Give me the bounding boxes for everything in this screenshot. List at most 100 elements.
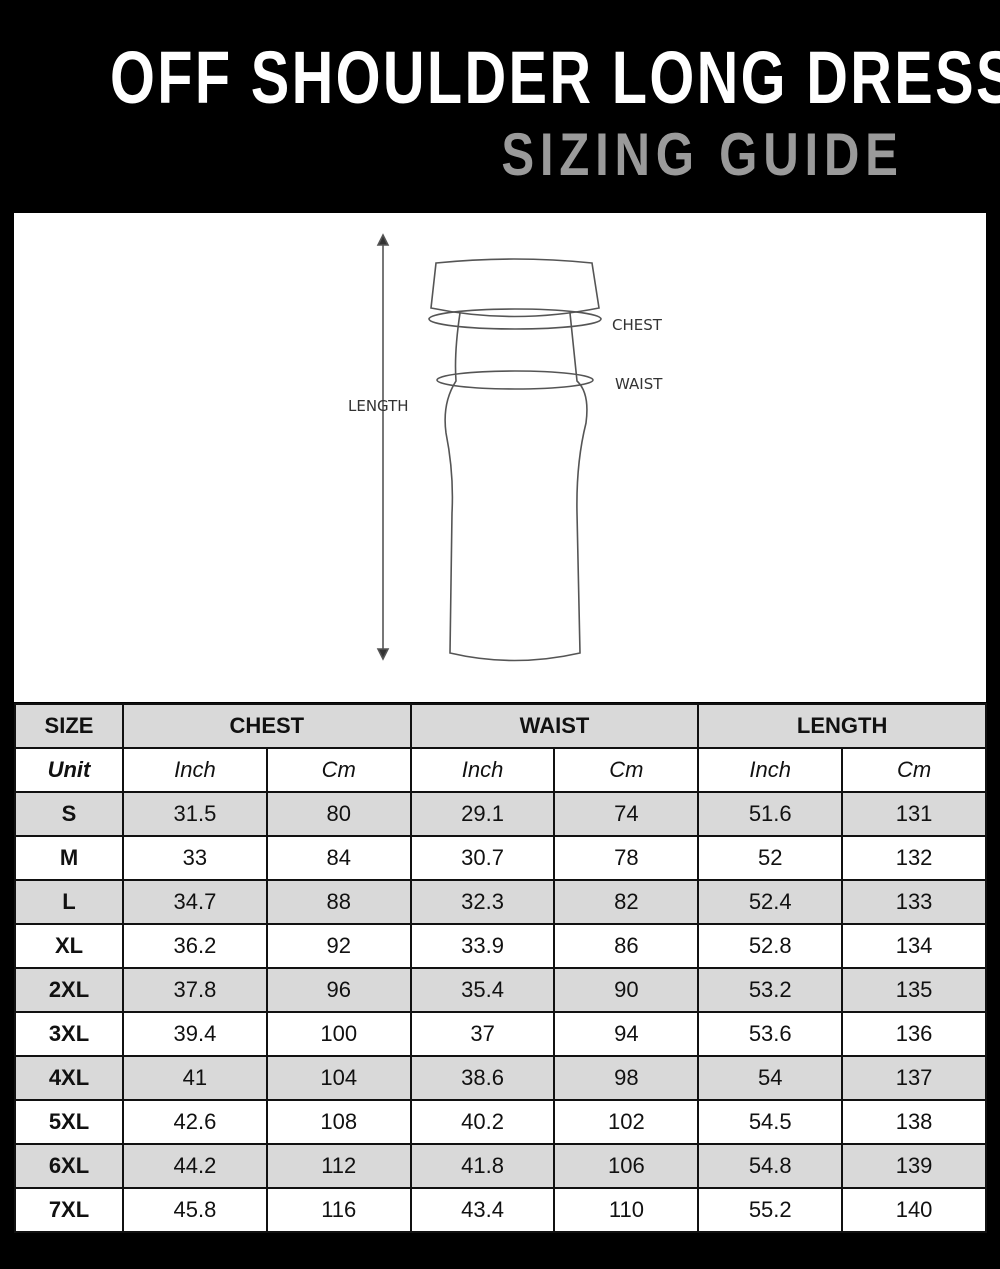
size-cell: 5XL	[14, 1099, 124, 1145]
value-cell: 53.2	[697, 967, 844, 1013]
table-row: 7XL 45.8 116 43.4 110 55.2 140	[14, 1187, 987, 1233]
value-cell: 54.5	[697, 1099, 844, 1145]
value-cell: 138	[841, 1099, 987, 1145]
dress-diagram-panel: CHEST WAIST LENGTH	[14, 213, 986, 702]
size-cell: 6XL	[14, 1143, 124, 1189]
value-cell: 52.8	[697, 923, 844, 969]
size-cell: 3XL	[14, 1011, 124, 1057]
value-cell: 92	[265, 923, 412, 969]
size-cell: XL	[14, 923, 124, 969]
value-cell: 36.2	[122, 923, 268, 969]
value-cell: 96	[265, 967, 412, 1013]
page-title: OFF SHOULDER LONG DRESS	[110, 36, 1000, 119]
value-cell: 88	[265, 879, 412, 925]
value-cell: 139	[841, 1143, 987, 1189]
chest-label: CHEST	[612, 316, 663, 334]
unit-cell: Cm	[265, 747, 412, 793]
value-cell: 38.6	[409, 1055, 556, 1101]
value-cell: 52.4	[697, 879, 844, 925]
value-cell: 33.9	[409, 923, 556, 969]
value-cell: 133	[841, 879, 987, 925]
value-cell: 37	[409, 1011, 556, 1057]
size-cell: 2XL	[14, 967, 124, 1013]
chest-line	[428, 308, 602, 330]
dress-bodice	[430, 258, 600, 318]
size-cell: L	[14, 879, 124, 925]
unit-cell: Inch	[122, 747, 268, 793]
header-size: SIZE	[14, 703, 124, 749]
value-cell: 33	[122, 835, 268, 881]
header-waist: WAIST	[409, 703, 700, 749]
value-cell: 54.8	[697, 1143, 844, 1189]
dress-diagram: CHEST WAIST LENGTH	[348, 233, 663, 662]
value-cell: 136	[841, 1011, 987, 1057]
value-cell: 116	[265, 1187, 412, 1233]
page-subtitle: SIZING GUIDE	[501, 121, 904, 188]
value-cell: 112	[265, 1143, 412, 1189]
table-row: 3XL 39.4 100 37 94 53.6 136	[14, 1011, 987, 1057]
value-cell: 55.2	[697, 1187, 844, 1233]
value-cell: 51.6	[697, 791, 844, 837]
value-cell: 45.8	[122, 1187, 268, 1233]
value-cell: 74	[553, 791, 700, 837]
value-cell: 108	[265, 1099, 412, 1145]
size-cell: S	[14, 791, 124, 837]
table-row: XL 36.2 92 33.9 86 52.8 134	[14, 923, 987, 969]
value-cell: 98	[553, 1055, 700, 1101]
value-cell: 140	[841, 1187, 987, 1233]
dress-body	[444, 312, 588, 662]
value-cell: 102	[553, 1099, 700, 1145]
header-row: SIZE CHEST WAIST LENGTH	[14, 703, 987, 749]
value-cell: 34.7	[122, 879, 268, 925]
value-cell: 54	[697, 1055, 844, 1101]
value-cell: 39.4	[122, 1011, 268, 1057]
value-cell: 53.6	[697, 1011, 844, 1057]
value-cell: 78	[553, 835, 700, 881]
table-row: M 33 84 30.7 78 52 132	[14, 835, 987, 881]
value-cell: 94	[553, 1011, 700, 1057]
value-cell: 44.2	[122, 1143, 268, 1189]
size-cell: 4XL	[14, 1055, 124, 1101]
table-row: 4XL 41 104 38.6 98 54 137	[14, 1055, 987, 1101]
value-cell: 86	[553, 923, 700, 969]
waist-line	[436, 370, 594, 390]
value-cell: 84	[265, 835, 412, 881]
value-cell: 29.1	[409, 791, 556, 837]
header-length: LENGTH	[697, 703, 987, 749]
value-cell: 40.2	[409, 1099, 556, 1145]
value-cell: 135	[841, 967, 987, 1013]
value-cell: 32.3	[409, 879, 556, 925]
table-row: L 34.7 88 32.3 82 52.4 133	[14, 879, 987, 925]
value-cell: 30.7	[409, 835, 556, 881]
value-cell: 137	[841, 1055, 987, 1101]
value-cell: 106	[553, 1143, 700, 1189]
value-cell: 80	[265, 791, 412, 837]
size-table: SIZE CHEST WAIST LENGTH Unit Inch Cm Inc…	[14, 703, 987, 1233]
value-cell: 35.4	[409, 967, 556, 1013]
table-row: 6XL 44.2 112 41.8 106 54.8 139	[14, 1143, 987, 1189]
unit-cell: Cm	[841, 747, 987, 793]
value-cell: 43.4	[409, 1187, 556, 1233]
unit-row: Unit Inch Cm Inch Cm Inch Cm	[14, 747, 987, 793]
length-label: LENGTH	[348, 397, 409, 415]
table-row: 5XL 42.6 108 40.2 102 54.5 138	[14, 1099, 987, 1145]
value-cell: 82	[553, 879, 700, 925]
value-cell: 90	[553, 967, 700, 1013]
value-cell: 41.8	[409, 1143, 556, 1189]
unit-cell: Inch	[409, 747, 556, 793]
value-cell: 131	[841, 791, 987, 837]
unit-label: Unit	[14, 747, 124, 793]
table-row: S 31.5 80 29.1 74 51.6 131	[14, 791, 987, 837]
value-cell: 42.6	[122, 1099, 268, 1145]
value-cell: 31.5	[122, 791, 268, 837]
waist-label: WAIST	[615, 375, 663, 393]
unit-cell: Cm	[553, 747, 700, 793]
value-cell: 110	[553, 1187, 700, 1233]
arrow-heads	[376, 233, 390, 661]
value-cell: 104	[265, 1055, 412, 1101]
header-chest: CHEST	[122, 703, 412, 749]
unit-cell: Inch	[697, 747, 844, 793]
value-cell: 52	[697, 835, 844, 881]
value-cell: 37.8	[122, 967, 268, 1013]
value-cell: 41	[122, 1055, 268, 1101]
